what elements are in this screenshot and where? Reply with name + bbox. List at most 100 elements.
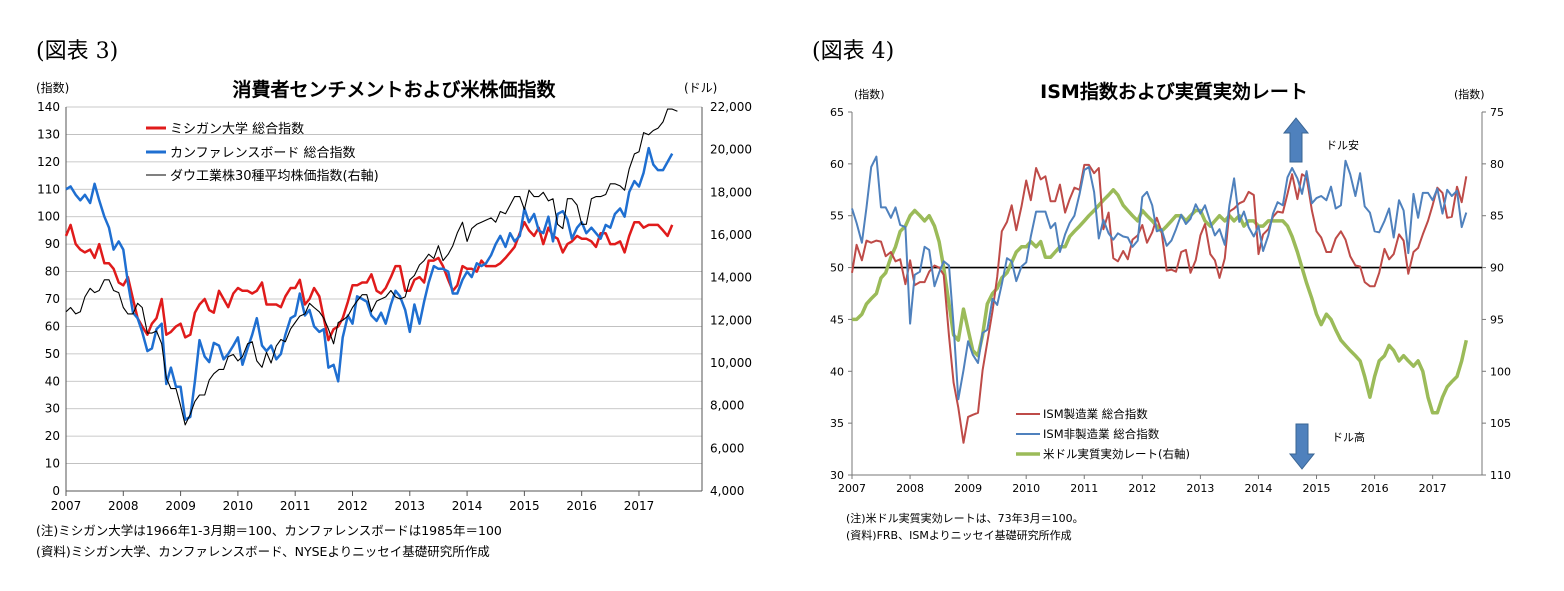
- chart-3-left-tick-label: 140: [37, 100, 60, 114]
- figure-3: (図表 3) 消費者センチメントおよび米株価指数 (指数) (ドル) 0 10 20…: [36, 39, 752, 559]
- chart-3-x-tick-label: 2016: [566, 499, 597, 513]
- chart-4-left-tick-label: 30: [830, 469, 844, 482]
- chart-3-left-tick-label: 60: [45, 319, 60, 333]
- chart-3-right-tick-label: 10,000: [710, 356, 752, 370]
- chart-4-source: (資料)FRB、ISMよりニッセイ基礎研究所作成: [846, 528, 1072, 542]
- chart-3-left-tick-label: 90: [45, 237, 60, 251]
- chart-3-x-tick-label: 2012: [337, 499, 368, 513]
- chart-3-left-tick-label: 0: [52, 484, 60, 498]
- chart-4-right-ticks: 75 80 85 90 95 100 105 110: [1482, 106, 1511, 482]
- chart-3-series-line: [64, 220, 674, 342]
- chart-3-x-tick-label: 2010: [223, 499, 254, 513]
- chart-3-series-line: [65, 146, 674, 421]
- chart-3-left-tick-label: 120: [37, 155, 60, 169]
- chart-4-right-tick-label: 105: [1490, 417, 1511, 430]
- chart-3-right-tick-label: 18,000: [710, 185, 752, 199]
- chart-3-x-tick-label: 2013: [395, 499, 426, 513]
- chart-4-x-tick-label: 2016: [1361, 482, 1389, 495]
- legend-label-michigan: ミシガン大学 総合指数: [170, 121, 304, 137]
- annotation-dollar-weak: ドル安: [1326, 138, 1359, 152]
- chart-4-x-tick-label: 2010: [1012, 482, 1040, 495]
- legend-label-dow: ダウ工業株30種平均株価指数(右軸): [170, 168, 379, 184]
- chart-3-right-tick-label: 12,000: [710, 313, 752, 327]
- chart-4-left-ticks: 30 35 40 45 50 55 60 65: [830, 106, 852, 482]
- chart-3-right-tick-label: 22,000: [710, 100, 752, 114]
- chart-4-x-tick-label: 2013: [1186, 482, 1214, 495]
- figure-4: (図表 4) ISM指数および実質実効レート (指数) (指数) 30 35 40 4…: [812, 39, 1511, 542]
- legend-label-ism-nonmanufacturing: ISM非製造業 総合指数: [1043, 427, 1160, 441]
- chart-4-right-unit: (指数): [1454, 87, 1485, 101]
- figure-3-label: (図表 3): [36, 39, 118, 64]
- legend-label-ism-manufacturing: ISM製造業 総合指数: [1043, 407, 1148, 421]
- legend-label-conference-board: カンファレンスボード 総合指数: [170, 146, 355, 161]
- chart-4-x-ticks: 2007 2008 2009 2010 2011 2012 2013 2014 2015 2016…: [838, 475, 1447, 495]
- chart-4-right-tick-label: 85: [1490, 210, 1504, 223]
- chart-3-left-tick-label: 10: [45, 457, 60, 471]
- chart-4-left-tick-label: 35: [830, 417, 844, 430]
- chart-3-left-tick-label: 30: [45, 402, 60, 416]
- chart-3-left-tick-label: 40: [45, 374, 60, 388]
- chart-4-x-tick-label: 2008: [896, 482, 924, 495]
- chart-4-x-tick-label: 2009: [954, 482, 982, 495]
- chart-3-x-tick-label: 2008: [108, 499, 139, 513]
- chart-4-note: (注)米ドル実質実効レートは、73年3月＝100。: [846, 511, 1084, 525]
- chart-4-right-tick-label: 80: [1490, 158, 1504, 171]
- chart-4-series: [851, 155, 1469, 444]
- chart-3-left-tick-label: 50: [45, 347, 60, 361]
- chart-3-right-tick-label: 20,000: [710, 143, 752, 157]
- figure-4-label: (図表 4): [812, 39, 894, 64]
- chart-4-axes: [851, 112, 1483, 476]
- chart-3-left-unit: (指数): [36, 80, 69, 95]
- chart-3-right-tick-label: 4,000: [710, 484, 744, 498]
- arrow-up-icon: [1282, 117, 1310, 163]
- chart-3-right-ticks: 4,000 6,000 8,000 10,000 12,000 14,000 16,000 1…: [710, 100, 752, 498]
- chart-4-left-tick-label: 65: [830, 106, 844, 119]
- chart-3-series: [64, 108, 678, 426]
- chart-4-series-line: [851, 163, 1468, 444]
- chart-3-x-tick-label: 2014: [452, 499, 483, 513]
- chart-3-right-tick-label: 16,000: [710, 228, 752, 242]
- chart-3-right-tick-label: 14,000: [710, 271, 752, 285]
- chart-3-legend: ミシガン大学 総合指数 カンファレンスボード 総合指数 ダウ工業株30種平均株価…: [146, 121, 379, 184]
- chart-4-right-tick-label: 95: [1490, 313, 1504, 326]
- chart-3-left-tick-label: 80: [45, 265, 60, 279]
- chart-3-x-tick-label: 2007: [51, 499, 82, 513]
- chart-3-title: 消費者センチメントおよび米株価指数: [232, 78, 556, 101]
- legend-label-reer: 米ドル実質実効レート(右軸): [1043, 447, 1190, 461]
- arrow-down-icon: [1288, 423, 1316, 470]
- chart-4-x-tick-label: 2015: [1303, 482, 1331, 495]
- chart-3-left-tick-label: 130: [37, 127, 60, 141]
- chart-4-right-tick-label: 100: [1490, 365, 1511, 378]
- chart-4-x-tick-label: 2012: [1128, 482, 1156, 495]
- chart-4-right-tick-label: 90: [1490, 262, 1504, 275]
- chart-4-x-tick-label: 2014: [1244, 482, 1272, 495]
- chart-3-left-ticks: 0 10 20 30 40 50 60 70 80 90 100 110 120 130 140: [37, 100, 60, 498]
- chart-3-x-tick-label: 2015: [509, 499, 540, 513]
- chart-4-left-tick-label: 55: [830, 210, 844, 223]
- chart-4-x-tick-label: 2007: [838, 482, 866, 495]
- chart-3-axes: [65, 107, 703, 492]
- chart-3-right-tick-label: 6,000: [710, 441, 744, 455]
- chart-3-left-tick-label: 100: [37, 210, 60, 224]
- chart-3-right-unit: (ドル): [684, 81, 717, 95]
- annotation-dollar-strong: ドル高: [1332, 430, 1365, 444]
- chart-4-left-tick-label: 50: [830, 262, 844, 275]
- chart-3-gridlines: [66, 106, 702, 464]
- chart-4-left-tick-label: 60: [830, 158, 844, 171]
- chart-4-title: ISM指数および実質実効レート: [1040, 80, 1308, 103]
- chart-4-right-tick-label: 75: [1490, 106, 1504, 119]
- chart-4-left-tick-label: 40: [830, 365, 844, 378]
- chart-3-left-tick-label: 20: [45, 429, 60, 443]
- chart-4-x-tick-label: 2017: [1419, 482, 1447, 495]
- chart-4-series-line: [851, 155, 1468, 401]
- chart-4-right-tick-label: 110: [1490, 469, 1511, 482]
- chart-3-x-ticks: 2007 2008 2009 2010 2011 2012 2013 2014 2015 2016…: [51, 491, 654, 513]
- chart-4-left-tick-label: 45: [830, 313, 844, 326]
- chart-4-legend: ISM製造業 総合指数 ISM非製造業 総合指数 米ドル実質実効レート(右軸): [1016, 407, 1190, 461]
- chart-3-note: (注)ミシガン大学は1966年1-3月期＝100、カンファレンスボードは1985…: [36, 523, 502, 538]
- chart-3-source: (資料)ミシガン大学、カンファレンスボード、NYSEよりニッセイ基礎研究所作成: [36, 544, 490, 559]
- chart-3-left-tick-label: 110: [37, 182, 60, 196]
- chart-3-left-tick-label: 70: [45, 292, 60, 306]
